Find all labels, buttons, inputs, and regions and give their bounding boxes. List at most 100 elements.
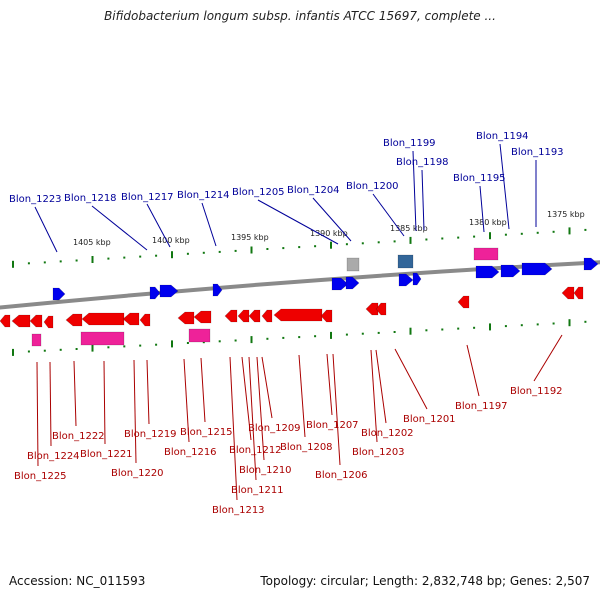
scale-tick (552, 230, 555, 233)
reverse-gene-arrow (261, 309, 273, 323)
scale-tick (202, 341, 205, 344)
scale-tick (584, 228, 587, 231)
rna-feature-block (188, 328, 211, 343)
forward-gene-arrow (331, 277, 349, 291)
label-leader-line (146, 203, 171, 248)
rna-feature-block (31, 333, 42, 347)
scale-tick (91, 256, 94, 263)
reverse-gene-arrow (457, 295, 470, 309)
label-leader-line (133, 359, 137, 464)
gene-label-blon-1221: Blon_1221 (80, 449, 133, 460)
forward-gene-arrow (475, 265, 500, 279)
label-leader-line (256, 356, 265, 461)
scale-tick (504, 325, 507, 328)
scale-ticks-outer (12, 227, 587, 268)
reverse-gene-arrow (43, 315, 54, 329)
scale-tick (425, 238, 428, 241)
gene-label-blon-1204: Blon_1204 (287, 185, 340, 196)
scale-tick (91, 344, 94, 352)
scale-label: 1385 kbp (390, 224, 428, 233)
scale-tick (234, 249, 237, 252)
gene-label-blon-1219: Blon_1219 (124, 429, 177, 440)
label-leader-line (394, 348, 428, 410)
scale-tick (298, 336, 301, 339)
gene-label-blon-1197: Blon_1197 (455, 401, 508, 412)
scale-tick (123, 256, 126, 259)
genome-summary-label: Topology: circular; Length: 2,832,748 bp… (260, 574, 590, 588)
gene-label-blon-1209: Blon_1209 (248, 423, 301, 434)
scale-tick (314, 335, 317, 338)
label-leader-line (370, 349, 378, 443)
gene-label-blon-1224: Blon_1224 (27, 451, 80, 462)
scale-tick (409, 327, 412, 335)
scale-tick (345, 243, 348, 246)
rna-feature-block (80, 331, 125, 346)
forward-gene-arrow (345, 276, 360, 290)
label-leader-line (91, 205, 148, 251)
gene-label-blon-1217: Blon_1217 (121, 192, 174, 203)
scale-tick (171, 251, 173, 259)
forward-gene-arrow (149, 286, 161, 300)
forward-gene-arrow (412, 272, 422, 286)
scale-tick (107, 346, 110, 349)
reverse-gene-arrow (273, 308, 323, 322)
scale-tick (139, 255, 142, 258)
forward-gene-arrow (212, 283, 223, 297)
reverse-gene-arrow (320, 309, 333, 323)
scale-tick (139, 344, 142, 347)
reverse-gene-arrow (177, 311, 195, 325)
label-leader-line (248, 356, 257, 481)
scale-tick (27, 262, 30, 265)
scale-labels: 1405 kbp 1400 kbp 1395 kbp 1390 kbp 1385 kbp… (73, 210, 585, 247)
label-leader-line (466, 344, 480, 397)
scale-tick (489, 232, 491, 240)
scale-tick (43, 349, 46, 352)
reverse-gene-arrow (237, 309, 250, 323)
gene-label-blon-1198: Blon_1198 (396, 157, 449, 168)
gene-label-blon-1192: Blon_1192 (510, 386, 563, 397)
scale-tick (330, 331, 332, 339)
scale-tick (330, 241, 332, 249)
label-leader-line (183, 358, 190, 443)
label-leader-line (533, 334, 563, 382)
label-leader-line (200, 357, 206, 423)
label-leader-line (499, 143, 510, 230)
reverse-gene-arrow (29, 314, 43, 328)
scale-tick (568, 319, 571, 327)
gene-label-blon-1202: Blon_1202 (361, 428, 414, 439)
scale-tick (568, 227, 571, 235)
scale-tick (473, 235, 476, 238)
reverse-gene-arrow (573, 286, 584, 300)
label-leader-line (241, 356, 252, 441)
scale-tick (218, 250, 221, 253)
scale-tick (27, 350, 30, 353)
scale-tick (155, 254, 158, 257)
scale-tick (409, 236, 412, 244)
scale-tick (75, 348, 78, 350)
reverse-gene-arrow (561, 286, 575, 300)
label-leader-line (375, 349, 387, 424)
rna-feature-block (473, 247, 499, 261)
label-leader-line (146, 359, 150, 425)
scale-tick (218, 340, 221, 343)
scale-tick (441, 237, 444, 240)
scale-tick (250, 336, 253, 344)
gene-label-blon-1218: Blon_1218 (64, 193, 117, 204)
scale-tick (12, 348, 14, 356)
gene-label-blon-1225: Blon_1225 (14, 471, 67, 482)
scale-tick (298, 246, 301, 249)
scale-tick (457, 327, 460, 330)
scale-tick (520, 324, 523, 327)
gene-label-blon-1207: Blon_1207 (306, 420, 359, 431)
reverse-gene-arrow (11, 314, 31, 328)
scale-label: 1395 kbp (231, 233, 269, 242)
pseudogene-block (346, 257, 360, 272)
scale-tick (107, 257, 110, 260)
gene-label-blon-1193: Blon_1193 (511, 147, 564, 158)
scale-tick (552, 322, 555, 325)
forward-gene-arrow (398, 273, 414, 287)
reverse-gene-arrow (365, 302, 379, 316)
genome-backbone (0, 260, 600, 310)
gene-label-blon-1205: Blon_1205 (232, 187, 285, 198)
